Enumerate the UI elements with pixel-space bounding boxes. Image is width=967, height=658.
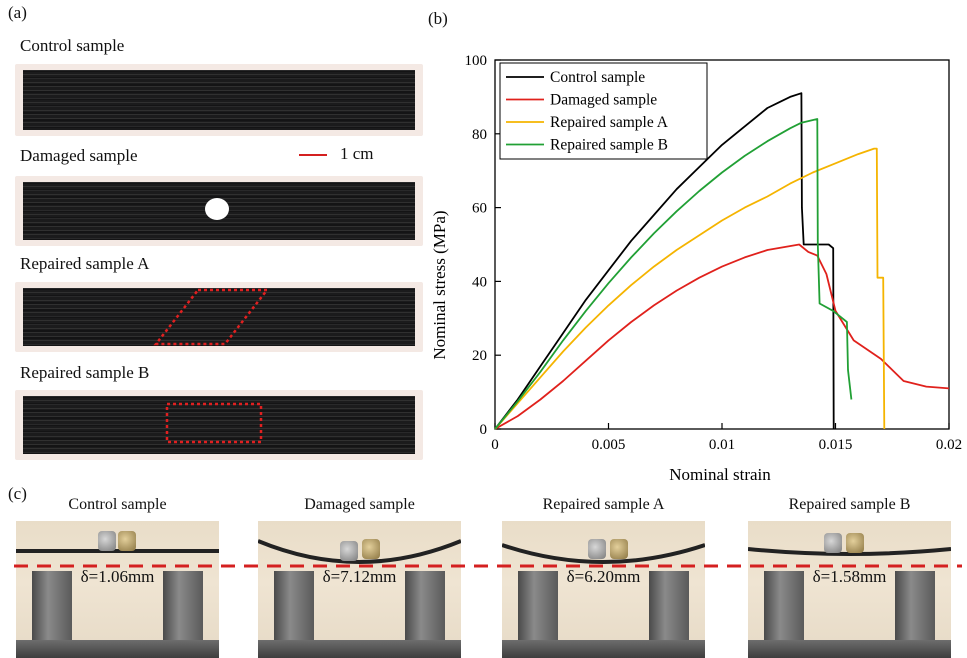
specimen-beam: [502, 543, 705, 564]
legend-entry: Repaired sample B: [550, 137, 668, 154]
specimen-beam: [258, 539, 461, 564]
y-tick-label: 80: [472, 127, 487, 143]
y-tick-label: 0: [480, 422, 488, 438]
panel-label-a: (a): [8, 3, 27, 22]
deflection-control: δ=1.06mm: [80, 567, 155, 586]
x-tick-label: 0: [491, 437, 499, 453]
legend-entry: Repaired sample A: [550, 114, 669, 131]
y-tick-label: 20: [472, 348, 487, 364]
panel-label-c: (c): [8, 484, 27, 503]
bending-photo-repaired-b: δ=1.58mm: [748, 521, 951, 658]
x-axis-label: Nominal strain: [669, 465, 771, 484]
x-tick-label: 0.015: [819, 437, 853, 453]
patch-outline: [165, 402, 263, 444]
legend-entry: Control sample: [550, 69, 645, 86]
x-tick-label: 0.02: [936, 437, 962, 453]
y-tick-label: 40: [472, 274, 487, 290]
legend-entry: Damaged sample: [550, 92, 657, 109]
y-axis-label: Nominal stress (MPa): [430, 210, 449, 359]
bending-photo-repaired-a: δ=6.20mm: [502, 521, 705, 658]
series-line-1: [494, 92, 835, 430]
deflection-repaired-b: δ=1.58mm: [812, 567, 887, 586]
bending-photo-damaged: δ=7.12mm: [258, 521, 461, 658]
strip-title-damaged: Damaged sample: [20, 146, 138, 165]
photo-title-control: Control sample: [68, 496, 167, 513]
stress-strain-chart: 0 0.005 0.01 0.015 0.02 0 20 40 60 80 100 Control …: [430, 53, 962, 484]
panel-label-b: (b): [428, 9, 448, 28]
damage-hole: [205, 198, 229, 220]
strip-title-repaired-b: Repaired sample B: [20, 363, 150, 382]
bending-photo-control: δ=1.06mm: [16, 521, 219, 658]
repaired-b-sample-photo: [15, 390, 423, 460]
strip-title-repaired-a: Repaired sample A: [20, 254, 150, 273]
photo-title-repaired-a: Repaired sample A: [542, 496, 665, 513]
scarf-patch-outline: [153, 288, 270, 346]
y-tick-label: 100: [465, 53, 488, 69]
series-line-4: [494, 118, 853, 430]
repaired-a-sample-photo: [15, 282, 423, 352]
specimen-beam: [748, 547, 951, 556]
reference-line: [14, 564, 962, 568]
control-sample-photo: [15, 64, 423, 136]
photo-title-damaged: Damaged sample: [304, 496, 415, 513]
x-tick-label: 0.005: [592, 437, 626, 453]
series-line-3: [494, 147, 886, 430]
photo-title-repaired-b: Repaired sample B: [788, 496, 911, 513]
scale-bar-label: 1 cm: [340, 144, 374, 163]
y-tick-label: 60: [472, 201, 487, 217]
legend-box: [499, 62, 708, 160]
specimen-beam: [16, 549, 219, 553]
x-tick-label: 0.01: [709, 437, 735, 453]
deflection-damaged: δ=7.12mm: [322, 567, 397, 586]
strip-title-control: Control sample: [20, 36, 125, 55]
series-line-2: [494, 243, 950, 430]
damaged-sample-photo: [15, 176, 423, 246]
deflection-repaired-a: δ=6.20mm: [566, 567, 641, 586]
scale-bar: [299, 154, 327, 156]
